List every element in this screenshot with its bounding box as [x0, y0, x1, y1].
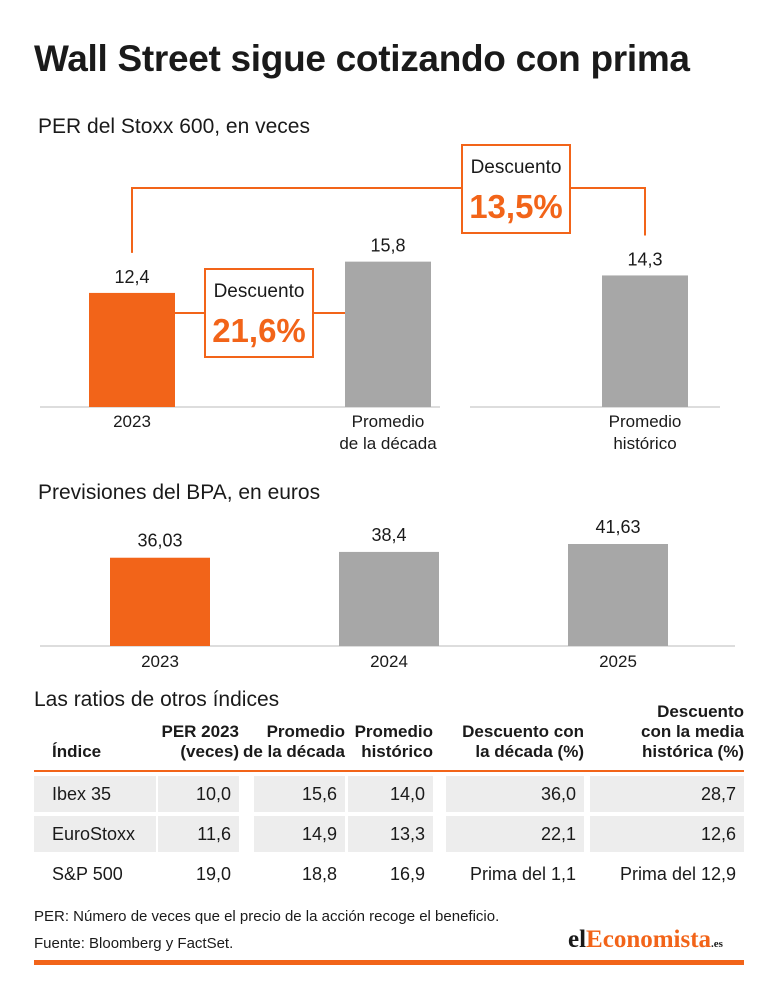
annotation-value: 13,5%: [469, 188, 563, 225]
table-cell: 16,9: [389, 864, 425, 884]
column-header-line: Promedio: [266, 722, 345, 741]
bpa-chart: 36,03 2023 38,4 2024 41,63 2025: [40, 517, 735, 671]
tick-label: 2023: [141, 652, 179, 671]
table-cell: 19,0: [195, 864, 231, 884]
annotation-value: 21,6%: [212, 312, 306, 349]
annotation-box: [461, 144, 571, 234]
annotation-box: [204, 268, 314, 358]
tick-label: Promedio: [609, 412, 682, 431]
column-header-line: con la media: [641, 722, 744, 741]
tick-label: Promedio: [352, 412, 425, 431]
data-label: 41,63: [595, 517, 640, 537]
data-label: 12,4: [114, 267, 149, 287]
table-cell: 36,0: [446, 776, 584, 812]
source-text: Fuente: Bloomberg y FactSet.: [34, 935, 234, 952]
header-divider: [34, 770, 744, 772]
eleconomista-logo: elEconomista.es: [568, 926, 723, 953]
column-header-line: Descuento: [657, 702, 744, 721]
bottom-accent-bar: [34, 960, 744, 965]
column-header: Descuento con la década (%): [426, 722, 584, 762]
annotation-label: Descuento: [214, 281, 305, 302]
table-row: EuroStoxx 11,6 14,9 13,3 22,1 12,6: [34, 816, 744, 852]
column-header: Descuento con la media histórica (%): [570, 702, 744, 762]
tick-label: 2024: [370, 652, 408, 671]
page-title: Wall Street sigue cotizando con prima: [34, 38, 690, 79]
column-header: Promedio histórico: [328, 722, 433, 762]
column-header-line: la década (%): [475, 742, 584, 761]
tick-label: 2023: [113, 412, 151, 431]
table-cell: Prima del 12,9: [619, 864, 736, 884]
table-cell: Prima del 1,1: [469, 864, 576, 884]
table-cell: 18,8: [301, 864, 337, 884]
table-cell: 13,3: [348, 816, 433, 852]
column-header-line: PER 2023: [161, 722, 240, 741]
table-cell: 10,0: [158, 776, 239, 812]
tick-label: de la década: [339, 434, 437, 453]
table-cell: 15,6: [254, 776, 345, 812]
index-name-cell: Ibex 35: [34, 776, 156, 812]
tick-label: histórico: [613, 434, 676, 453]
column-header-line: Descuento con: [462, 722, 584, 741]
column-header-line: histórica (%): [641, 742, 744, 761]
bar: [568, 544, 668, 646]
index-name-cell: S&P 500: [52, 864, 123, 884]
column-header: PER 2023 (veces): [138, 722, 240, 762]
annotation-label: Descuento: [471, 157, 562, 178]
table-cell: 28,7: [590, 776, 744, 812]
table-cell: 14,0: [348, 776, 433, 812]
column-header-line: histórico: [361, 742, 433, 761]
chart1-title: PER del Stoxx 600, en veces: [38, 115, 310, 138]
column-header: Índice: [52, 742, 194, 762]
bar: [339, 551, 439, 646]
table-row: Ibex 35 10,0 15,6 14,0 36,0 28,7: [34, 776, 744, 812]
bar: [602, 275, 688, 407]
tick-label: 2025: [599, 652, 637, 671]
column-header-line: (veces): [180, 742, 239, 761]
per-chart: 12,4 2023 15,8 Promedio de la década 14,3 Prom…: [40, 144, 720, 453]
data-label: 38,4: [371, 525, 406, 545]
data-label: 14,3: [627, 249, 662, 269]
column-header-line: de la década: [242, 742, 345, 761]
column-header: Promedio de la década: [234, 722, 345, 762]
table-title: Las ratios de otros índices: [34, 688, 280, 711]
connector-line: [131, 187, 462, 253]
table-cell: 11,6: [158, 816, 239, 852]
bar: [110, 557, 210, 646]
chart2-title: Previsiones del BPA, en euros: [38, 481, 321, 504]
table-cell: 14,9: [254, 816, 345, 852]
footnote: PER: Número de veces que el precio de la…: [34, 908, 500, 925]
bar: [89, 292, 175, 407]
column-header-line: Promedio: [354, 722, 433, 741]
table-cell: 12,6: [590, 816, 744, 852]
connector-line: [570, 187, 646, 236]
data-label: 15,8: [370, 236, 405, 256]
table-cell: 22,1: [446, 816, 584, 852]
index-name-cell: EuroStoxx: [34, 816, 156, 852]
column-header-line: Índice: [52, 742, 102, 761]
table-row: S&P 500 19,0 18,8 16,9 Prima del 1,1 Prima de…: [34, 856, 744, 892]
bar: [345, 261, 431, 407]
data-label: 36,03: [137, 531, 182, 551]
